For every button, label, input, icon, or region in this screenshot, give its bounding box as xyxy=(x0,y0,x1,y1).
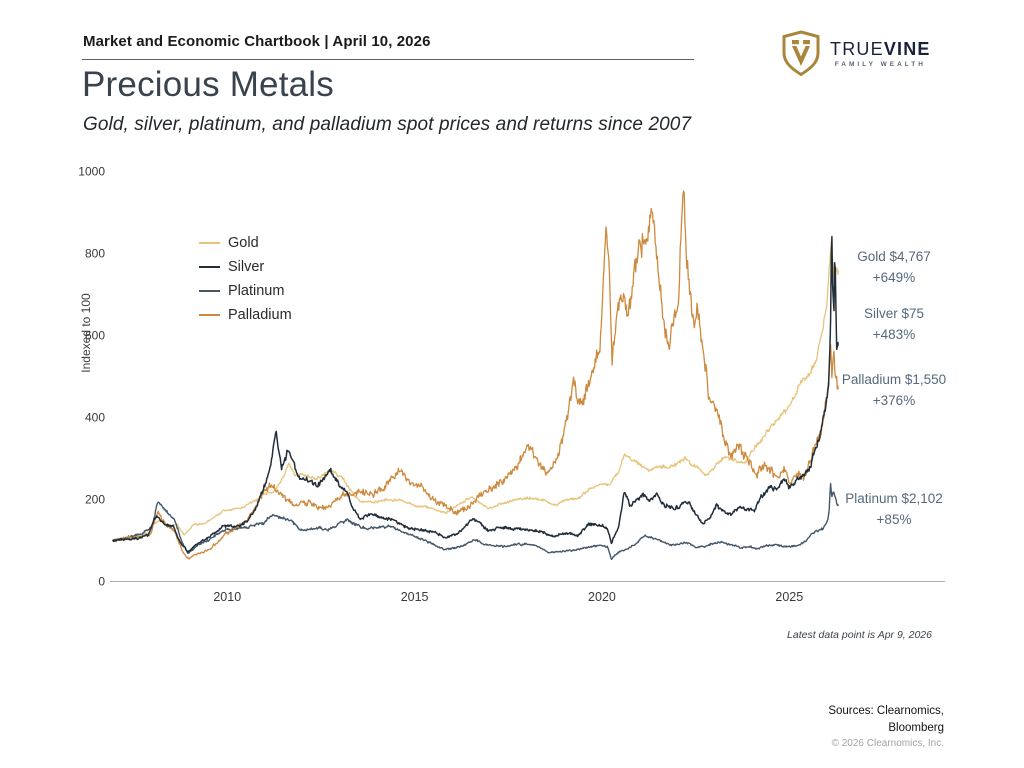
x-tick-label: 2025 xyxy=(775,590,803,604)
logo-wordmark: TRUEVINE xyxy=(830,38,931,59)
palladium-swatch xyxy=(199,314,220,316)
y-tick-label: 800 xyxy=(85,247,105,261)
shield-icon xyxy=(782,29,820,76)
annotation-silver: Silver $75 +483% xyxy=(863,306,925,342)
legend-item-palladium: Palladium xyxy=(199,303,292,327)
annotation-platinum: Platinum $2,102 +85% xyxy=(845,491,943,527)
platinum-swatch xyxy=(199,290,220,292)
copyright-note: © 2026 Clearnomics, Inc. xyxy=(831,738,944,749)
latest-data-note: Latest data point is Apr 9, 2026 xyxy=(787,629,932,641)
legend-item-gold: Gold xyxy=(199,231,292,255)
gold-swatch xyxy=(199,242,220,244)
legend-item-platinum: Platinum xyxy=(199,279,292,303)
y-tick-label: 400 xyxy=(85,411,105,425)
y-tick-label: 0 xyxy=(98,575,105,589)
x-tick-label: 2015 xyxy=(401,590,429,604)
logo-tagline: FAMILY WEALTH xyxy=(834,60,926,68)
y-tick-label: 1000 xyxy=(78,165,105,179)
sources-note: Sources: Clearnomics, Bloomberg xyxy=(828,705,944,734)
page-subtitle: Gold, silver, platinum, and palladium sp… xyxy=(83,114,692,135)
y-tick-label: 200 xyxy=(85,493,105,507)
annotation-palladium: Palladium $1,550 +376% xyxy=(841,372,947,408)
header-divider xyxy=(82,59,694,60)
chart-legend: Gold Silver Platinum Palladium xyxy=(199,231,292,327)
x-tick-label: 2020 xyxy=(588,590,616,604)
series-line-palladium xyxy=(112,190,839,560)
logo-text: TRUEVINE FAMILY WEALTH xyxy=(830,39,931,68)
legend-item-silver: Silver xyxy=(199,255,292,279)
x-tick-label: 2010 xyxy=(213,590,241,604)
annotation-gold: Gold $4,767 +649% xyxy=(857,249,931,285)
page-title: Precious Metals xyxy=(82,65,334,104)
truevine-logo: TRUEVINE FAMILY WEALTH xyxy=(781,28,951,78)
chartbook-header: Market and Economic Chartbook | April 10… xyxy=(83,33,431,50)
series-line-silver xyxy=(112,235,839,553)
y-tick-label: 600 xyxy=(85,329,105,343)
silver-swatch xyxy=(199,266,220,268)
